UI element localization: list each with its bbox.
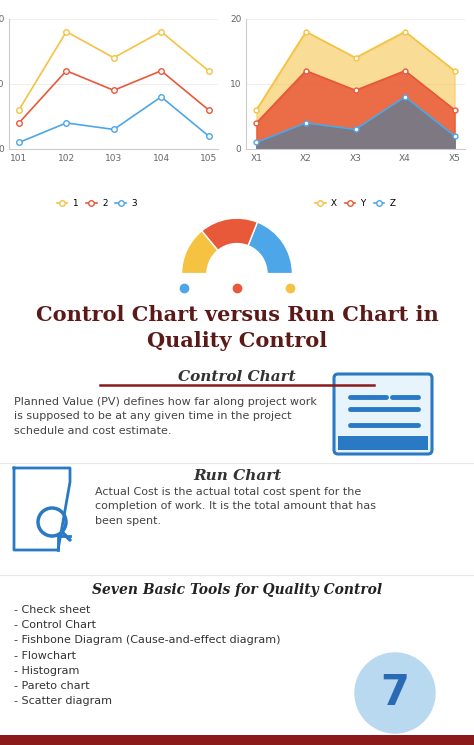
Wedge shape: [201, 218, 257, 250]
Text: Actual Cost is the actual total cost spent for the
completion of work. It is the: Actual Cost is the actual total cost spe…: [95, 487, 376, 526]
Text: Seven Basic Tools for Quality Control: Seven Basic Tools for Quality Control: [92, 583, 382, 597]
FancyBboxPatch shape: [334, 374, 432, 454]
Text: Control Chart: Control Chart: [178, 370, 296, 384]
Bar: [0, 735, 474, 745]
Text: Control Chart versus Run Chart in
Quality Control: Control Chart versus Run Chart in Qualit…: [36, 305, 438, 351]
Wedge shape: [248, 222, 292, 273]
Bar: [338, 436, 428, 450]
Text: Run Chart: Run Chart: [193, 469, 281, 483]
Text: - Check sheet
- Control Chart
- Fishbone Diagram (Cause-and-effect diagram)
- Fl: - Check sheet - Control Chart - Fishbone…: [14, 605, 281, 706]
Wedge shape: [182, 231, 218, 273]
Legend:  1,  2,  3: 1, 2, 3: [53, 195, 141, 212]
Text: Planned Value (PV) defines how far along project work
is supposed to be at any g: Planned Value (PV) defines how far along…: [14, 397, 317, 436]
Text: 7: 7: [381, 672, 410, 714]
Circle shape: [355, 653, 435, 733]
Legend:  X,  Y,  Z: X, Y, Z: [311, 195, 400, 212]
